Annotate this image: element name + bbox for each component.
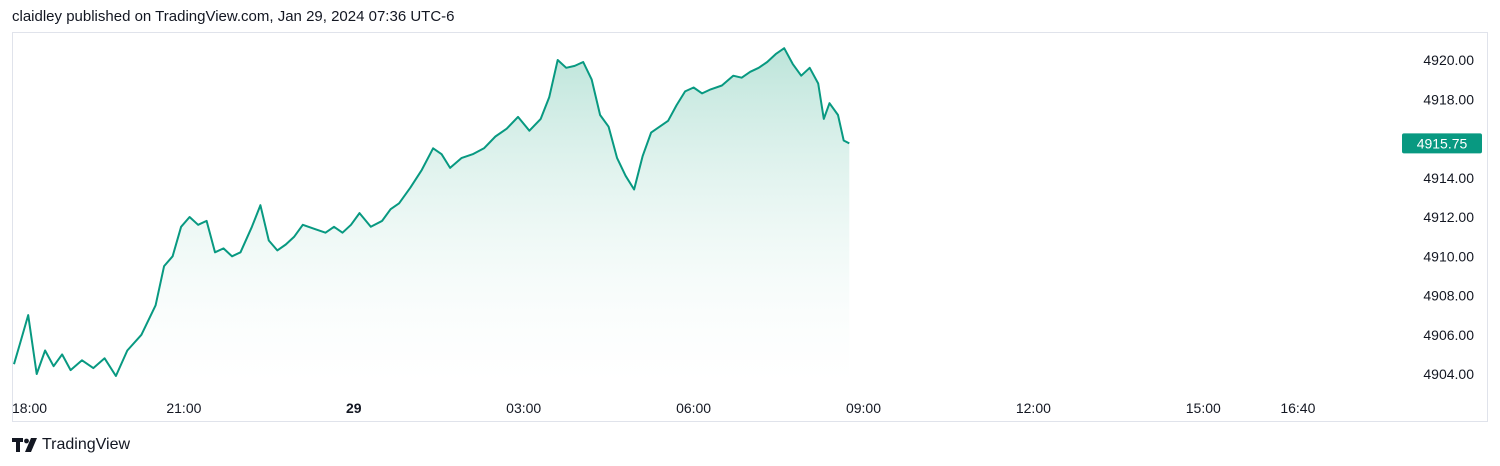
x-tick-label: 09:00 <box>846 400 881 416</box>
area-fill <box>14 48 850 383</box>
tradingview-logo-icon <box>12 438 37 452</box>
y-tick-label: 4904.00 <box>1423 366 1474 382</box>
x-axis: 18:00 21:00 29 03:00 06:00 09:00 12:00 15:00 16:… <box>12 400 1316 416</box>
publisher-line: claidley published on TradingView.com, J… <box>12 8 455 25</box>
y-tick-label: 4906.00 <box>1423 327 1474 343</box>
y-tick-label: 4920.00 <box>1423 52 1474 68</box>
x-tick-label: 06:00 <box>676 400 711 416</box>
last-price-tag: 4915.75 <box>1402 133 1482 154</box>
y-tick-label: 4910.00 <box>1423 248 1474 264</box>
last-price-tag-bg <box>1402 133 1482 154</box>
y-tick-label: 4918.00 <box>1423 91 1474 107</box>
x-tick-label: 12:00 <box>1016 400 1051 416</box>
x-tick-label: 18:00 <box>12 400 47 416</box>
x-tick-label: 03:00 <box>506 400 541 416</box>
last-price-label: 4915.75 <box>1417 135 1468 151</box>
x-tick-label: 21:00 <box>166 400 201 416</box>
price-chart[interactable]: 4904.00 4906.00 4908.00 4910.00 4912.00 4914.… <box>0 0 1500 430</box>
y-tick-label: 4912.00 <box>1423 209 1474 225</box>
x-tick-label: 16:40 <box>1280 400 1315 416</box>
x-tick-label: 29 <box>346 400 362 416</box>
footer-brand-label: TradingView <box>42 436 131 453</box>
y-tick-label: 4908.00 <box>1423 288 1474 304</box>
y-tick-label: 4914.00 <box>1423 170 1474 186</box>
x-tick-label: 15:00 <box>1186 400 1221 416</box>
series-line[interactable] <box>13 47 850 377</box>
footer-brand[interactable]: TradingView <box>12 436 130 454</box>
chart-frame <box>12 32 1488 422</box>
y-axis: 4904.00 4906.00 4908.00 4910.00 4912.00 4914.… <box>1423 52 1474 382</box>
